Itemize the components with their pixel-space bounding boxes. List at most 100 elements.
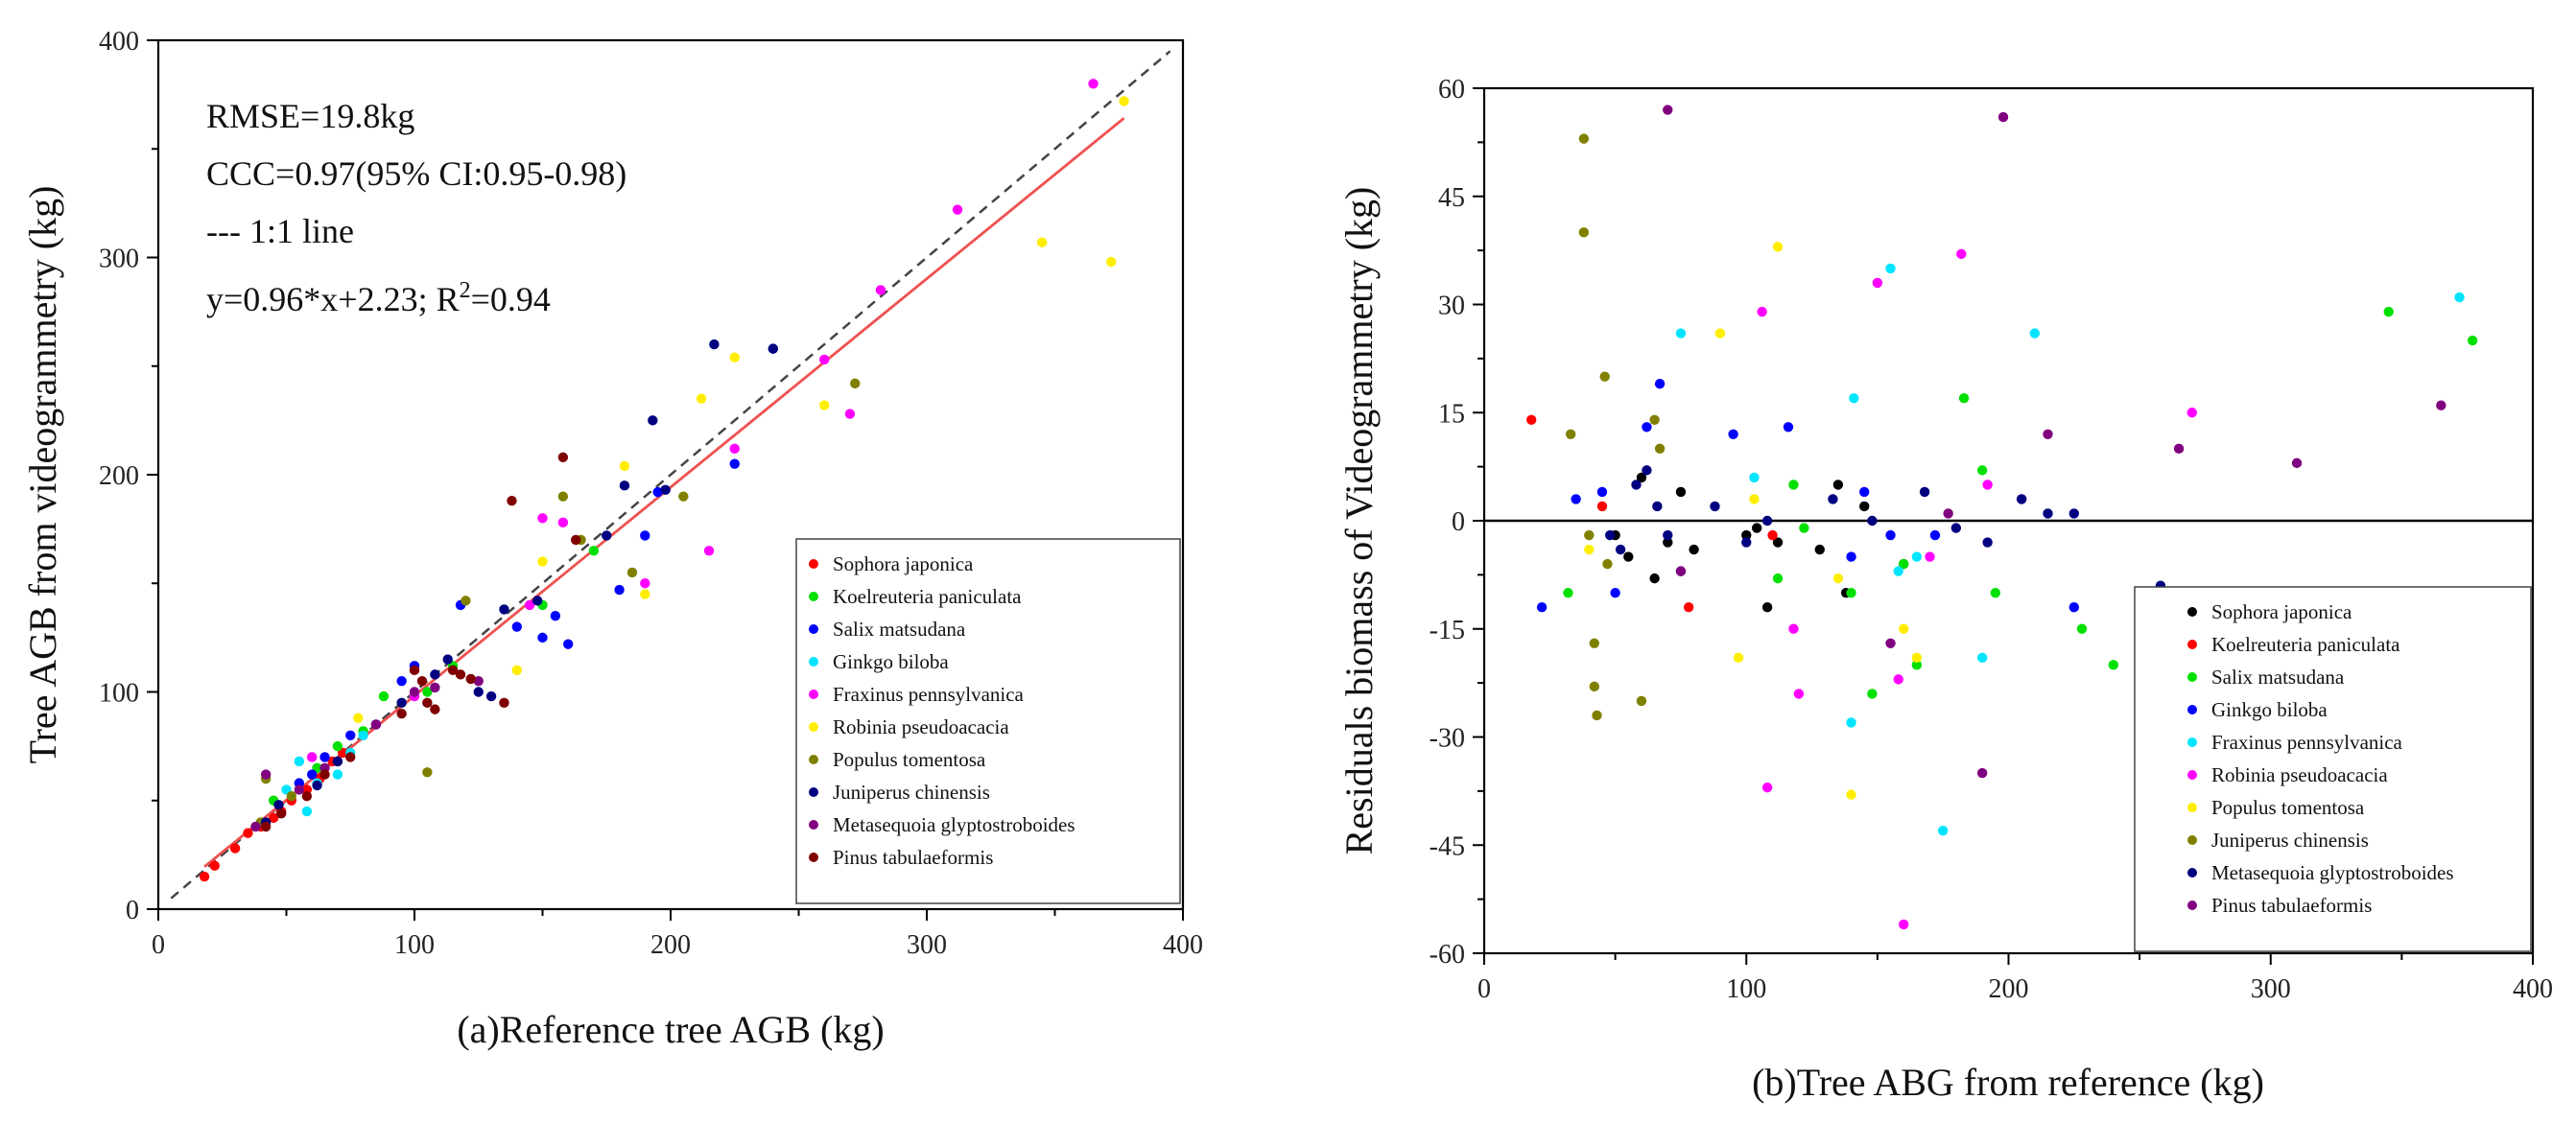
y-tick-label: 0 — [126, 896, 139, 925]
data-point — [537, 556, 548, 567]
data-point — [1599, 371, 1610, 382]
data-point — [209, 860, 220, 871]
y-tick-label: 30 — [1438, 292, 1465, 321]
data-point — [1642, 465, 1652, 476]
data-point — [1761, 515, 1773, 526]
data-point — [416, 675, 428, 687]
data-point — [571, 534, 581, 546]
data-point — [250, 821, 261, 832]
data-point — [1899, 919, 1909, 930]
legend-label: Robinia pseudoacacia — [833, 715, 1009, 738]
data-point — [2016, 494, 2027, 504]
data-point — [2186, 408, 2197, 418]
panel-b-points — [1525, 105, 2478, 930]
data-point — [430, 669, 440, 680]
panel-b-y-ticks: -60 -45 -30 -15 0 15 30 45 60 — [1430, 75, 1484, 970]
legend-label: Sophora japonica — [2211, 600, 2352, 623]
data-point — [1919, 486, 1930, 498]
data-point — [507, 495, 517, 506]
data-point — [1772, 242, 1784, 252]
data-point — [1911, 652, 1923, 664]
data-point — [511, 621, 522, 632]
data-point — [1976, 767, 1988, 779]
data-point — [1867, 689, 1878, 699]
legend-marker — [2187, 835, 2197, 845]
data-point — [1649, 414, 1660, 425]
data-point — [1636, 695, 1647, 707]
data-point — [640, 589, 650, 599]
data-point — [1846, 551, 1856, 562]
panel-b: 0 100 200 300 400 -60 -45 -30 -15 0 15 30 45 60 (b)T… — [1337, 75, 2553, 1104]
legend-label: Sophora japonica — [833, 552, 974, 575]
data-point — [619, 460, 630, 472]
data-point — [1584, 544, 1595, 555]
data-point — [1623, 551, 1634, 562]
data-point — [1710, 501, 1720, 512]
legend-marker — [809, 657, 818, 667]
data-point — [1683, 602, 1694, 613]
legend-marker — [809, 559, 818, 569]
data-point — [260, 769, 272, 780]
data-point — [1663, 529, 1673, 541]
panel-a-legend: Sophora japonica Koelreuteria paniculata S… — [795, 538, 1181, 904]
panel-a-legend-box — [795, 538, 1181, 904]
data-point — [396, 697, 407, 709]
data-point — [442, 654, 453, 665]
data-point — [614, 584, 625, 596]
data-point — [1783, 422, 1794, 433]
data-point — [550, 611, 561, 621]
data-point — [1925, 551, 1935, 562]
data-point — [370, 719, 382, 730]
data-point — [1893, 566, 1903, 576]
data-point — [819, 354, 830, 365]
legend-marker — [809, 853, 818, 862]
panel-a-ccc-annotation: CCC=0.97(95% CI:0.95-0.98) — [206, 154, 626, 193]
data-point — [1761, 602, 1773, 613]
panel-b-x-axis-title: (b)Tree ABG from reference (kg) — [1752, 1061, 2264, 1104]
y-tick-label: -15 — [1430, 616, 1465, 645]
data-point — [1761, 782, 1773, 793]
y-tick-label: -60 — [1430, 940, 1465, 970]
data-point — [1911, 551, 1923, 562]
legend-label: Salix matsudana — [833, 618, 966, 641]
panel-b-y-axis-title: Residuals biomass of Videogrammetry (kg) — [1337, 187, 1381, 855]
data-point — [307, 769, 318, 780]
data-point — [1788, 623, 1799, 634]
data-point — [485, 690, 497, 702]
data-point — [1654, 378, 1666, 389]
data-point — [1846, 587, 1856, 598]
data-point — [301, 806, 313, 817]
data-point — [1937, 826, 1949, 836]
legend-label: Koelreuteria paniculata — [2211, 633, 2400, 656]
data-point — [1604, 529, 1616, 541]
legend-label: Metasequoia glyptostroboides — [2211, 861, 2454, 884]
legend-marker — [2187, 901, 2197, 910]
legend-marker — [809, 787, 818, 797]
data-point — [268, 812, 279, 824]
y-tick-label: 100 — [99, 679, 139, 709]
data-point — [294, 784, 305, 795]
panel-a-fit-equation: y=0.96*x+2.23; R2=0.94 — [206, 278, 551, 318]
data-point — [243, 828, 253, 838]
data-point — [729, 443, 740, 455]
panel-a-rmse-annotation: RMSE=19.8kg — [206, 97, 414, 135]
data-point — [1571, 494, 1581, 504]
data-point — [1958, 393, 1970, 404]
data-point — [275, 808, 287, 819]
data-point — [1872, 277, 1883, 289]
data-point — [768, 343, 778, 354]
legend-label: Juniperus chinensis — [833, 781, 990, 804]
data-point — [2043, 429, 2053, 439]
y-tick-label: 15 — [1438, 399, 1465, 429]
panel-a-y-ticks: 0 100 200 300 400 — [99, 27, 158, 925]
data-point — [1728, 429, 1738, 439]
legend-marker — [809, 755, 818, 764]
data-point — [652, 486, 663, 498]
y-tick-label: 300 — [99, 245, 139, 274]
data-point — [1592, 710, 1602, 721]
data-point — [1631, 480, 1642, 490]
panel-b-x-ticks: 0 100 200 300 400 — [1477, 953, 2553, 1004]
data-point — [1596, 486, 1608, 498]
legend-marker — [809, 722, 818, 732]
data-point — [1652, 501, 1663, 512]
